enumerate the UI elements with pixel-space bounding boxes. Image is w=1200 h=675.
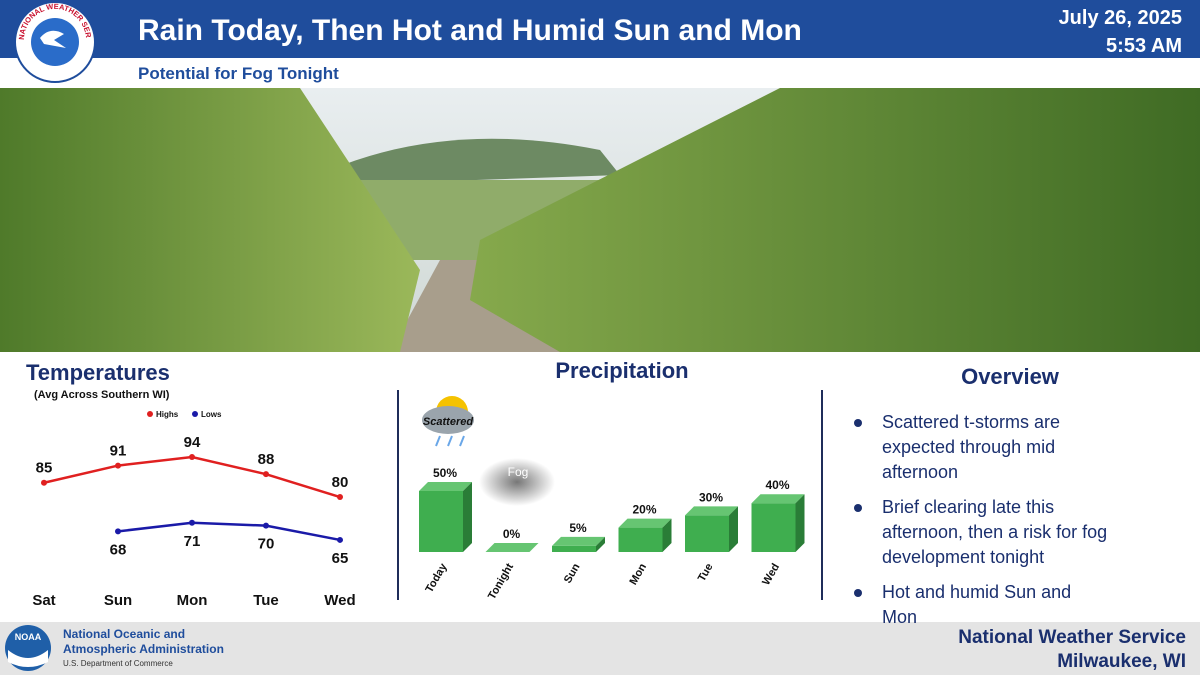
- subtitle: Potential for Fog Tonight: [138, 64, 339, 83]
- bar: [685, 515, 729, 552]
- header-bar: [0, 0, 1200, 58]
- noaa-logo-wave: [8, 650, 48, 667]
- bar-top: [485, 543, 539, 552]
- department: U.S. Department of Commerce: [63, 659, 173, 668]
- overview-bullet: Hot and humid Sun and Mon: [850, 580, 1110, 630]
- agency-line: Atmospheric Administration: [63, 642, 224, 656]
- bar-side: [729, 506, 738, 552]
- point: [337, 494, 343, 501]
- data-label: 85: [36, 460, 53, 477]
- bar-side: [795, 494, 805, 552]
- legend-swatch: [192, 411, 198, 417]
- temp-subtitle: (Avg Across Southern WI): [34, 389, 170, 401]
- bar: [618, 527, 663, 552]
- point: [337, 536, 343, 543]
- bar-top: [618, 518, 672, 528]
- data-label: 40%: [765, 478, 789, 492]
- point: [263, 471, 269, 478]
- point: [189, 454, 195, 460]
- x-tick-label: Tue: [253, 592, 279, 609]
- point: [263, 522, 269, 529]
- data-label: 91: [110, 443, 127, 460]
- photo-trees: [330, 138, 620, 185]
- noaa-logo-text: NOAA: [15, 632, 42, 642]
- footer-bar: [0, 622, 1200, 675]
- point: [115, 462, 121, 469]
- office: National Weather Service: [958, 627, 1186, 648]
- bar: [751, 503, 796, 552]
- x-tick-label: Sun: [104, 592, 132, 609]
- x-tick-label: Wed: [324, 592, 355, 609]
- nws-logo-cloud: [40, 30, 66, 48]
- data-label: 50%: [433, 466, 457, 480]
- overview-title: Overview: [961, 364, 1060, 389]
- bar-top: [419, 482, 472, 491]
- photo-path: [390, 260, 560, 352]
- location: Milwaukee, WI: [1057, 651, 1186, 672]
- data-label: 88: [258, 451, 275, 468]
- annotation: Scattered: [423, 416, 473, 428]
- cloud-icon: [422, 406, 474, 434]
- bar-side: [596, 536, 605, 552]
- bar: [552, 545, 596, 552]
- data-label: 71: [184, 533, 201, 550]
- data-label: 20%: [632, 503, 656, 517]
- x-tick-label: Tue: [696, 562, 716, 584]
- series-line: [117, 521, 341, 542]
- point: [41, 479, 47, 486]
- data-label: 94: [184, 434, 201, 451]
- x-tick-label: Wed: [760, 562, 782, 588]
- data-label: 65: [332, 550, 349, 567]
- bar-top: [552, 536, 605, 546]
- bar-side: [662, 518, 672, 552]
- overview-bullet: Scattered t-storms are expected through …: [850, 410, 1110, 485]
- time: 5:53 AM: [1106, 35, 1182, 57]
- photo-corn-right: [470, 88, 1200, 352]
- bar-side: [463, 482, 472, 552]
- temp-title: Temperatures: [26, 360, 170, 385]
- photo-corn-left: [0, 88, 420, 352]
- annotation: Fog: [508, 465, 529, 479]
- x-tick-label: Sun: [562, 561, 583, 585]
- legend-label: Highs: [156, 410, 179, 419]
- data-label: 0%: [503, 527, 521, 541]
- fog-icon: [479, 458, 555, 506]
- data-label: 30%: [699, 490, 723, 504]
- data-label: 5%: [569, 521, 587, 535]
- point: [189, 519, 195, 526]
- legend-label: Lows: [201, 410, 222, 419]
- legend-swatch: [147, 411, 153, 417]
- overview-bullet: Brief clearing late this afternoon, then…: [850, 495, 1110, 570]
- rain-icon: [435, 435, 465, 447]
- data-label: 68: [110, 541, 127, 558]
- precip-title: Precipitation: [555, 358, 688, 383]
- x-tick-label: Mon: [627, 561, 649, 587]
- data-label: 80: [332, 474, 349, 491]
- bar-top: [685, 506, 738, 516]
- agency-line: National Oceanic and: [63, 627, 185, 641]
- x-tick-label: Today: [423, 561, 450, 595]
- overview-list: Scattered t-storms are expected through …: [850, 410, 1110, 640]
- bar: [419, 491, 463, 552]
- scattered-icon: [422, 396, 474, 447]
- title: Rain Today, Then Hot and Humid Sun and M…: [138, 14, 802, 47]
- series-line: [43, 455, 341, 499]
- date: July 26, 2025: [1059, 7, 1182, 29]
- x-tick-label: Tonight: [486, 561, 516, 601]
- bar-top: [751, 494, 805, 504]
- data-label: 70: [258, 536, 275, 553]
- point: [115, 528, 121, 535]
- x-tick-label: Mon: [177, 592, 208, 609]
- cornfield-photo: [0, 88, 1200, 352]
- subheader-bar: [0, 58, 1200, 88]
- x-tick-label: Sat: [32, 592, 55, 609]
